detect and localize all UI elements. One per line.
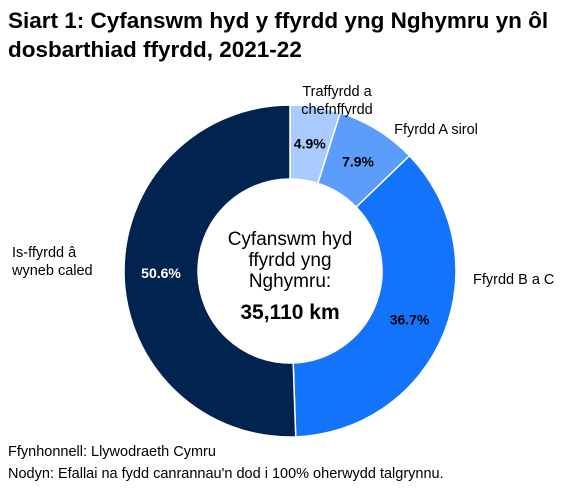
slice-percentage-3: 36.7% [390, 311, 430, 327]
category-labels: Traffyrdd a chefnffyrdd Ffyrdd A sirol Ffyr… [11, 84, 554, 288]
slice-percentage-1: 4.9% [294, 136, 326, 152]
center-label: Cyfanswm hyd ffyrdd yng Nghymru: 35,110 … [228, 229, 353, 324]
percentage-labels: 4.9% 7.9% 36.7% 50.6% [141, 136, 430, 328]
rounding-note: Nodyn: Efallai na fydd canrannau'n dod i… [8, 466, 444, 482]
category-label-3: Ffyrdd B a C [473, 272, 554, 288]
center-line-3: Nghymru: [249, 271, 331, 292]
donut-slice-4 [123, 104, 297, 438]
category-label-1: chefnffyrdd [301, 102, 372, 118]
category-label-4: Is-ffyrdd â [12, 245, 77, 261]
center-total: 35,110 km [240, 301, 339, 324]
category-label-4: wyneb caled [11, 263, 93, 279]
center-line-1: Cyfanswm hyd [228, 229, 353, 250]
center-line-2: ffyrdd yng [248, 250, 331, 271]
source-note: Ffynhonnell: Llywodraeth Cymru [8, 444, 216, 460]
slice-percentage-4: 50.6% [141, 265, 181, 281]
donut-slices [123, 104, 457, 438]
chart-title: Siart 1: Cyfanswm hyd y ffyrdd yng Nghym… [8, 8, 549, 62]
category-label-1: Traffyrdd a [302, 84, 372, 100]
category-label-2: Ffyrdd A sirol [394, 122, 478, 138]
donut-slice-3 [292, 154, 457, 438]
slice-percentage-2: 7.9% [342, 153, 374, 169]
